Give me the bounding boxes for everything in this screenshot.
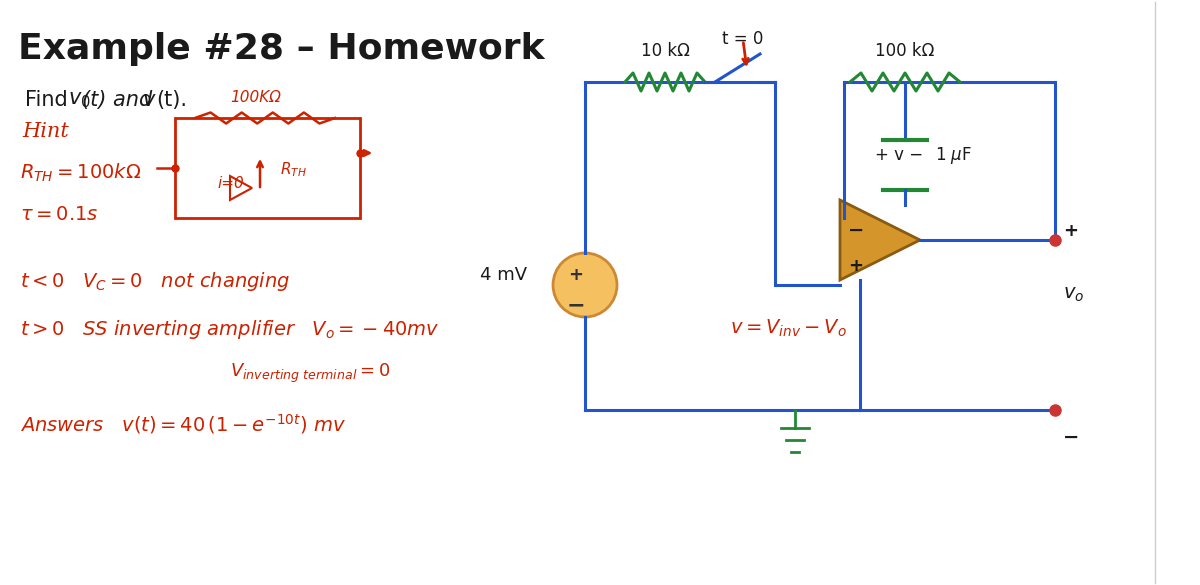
Text: +: + bbox=[569, 266, 583, 284]
Text: $v=V_{inv}-V_o$: $v=V_{inv}-V_o$ bbox=[730, 318, 847, 339]
Text: $R_{TH}=100k\Omega$: $R_{TH}=100k\Omega$ bbox=[20, 162, 142, 184]
Text: 4 mV: 4 mV bbox=[480, 266, 527, 284]
Text: $V_{inverting\ terminal}=0$: $V_{inverting\ terminal}=0$ bbox=[230, 362, 390, 385]
Text: +: + bbox=[1063, 222, 1078, 240]
Text: Hint: Hint bbox=[22, 122, 68, 141]
Circle shape bbox=[553, 253, 617, 317]
Text: $v_o$: $v_o$ bbox=[1063, 285, 1085, 305]
Text: (t) and: (t) and bbox=[82, 90, 158, 110]
Text: $v$: $v$ bbox=[142, 90, 157, 110]
Text: $v_0$: $v_0$ bbox=[68, 90, 91, 110]
Text: 1 $\mu$F: 1 $\mu$F bbox=[935, 144, 972, 166]
Text: Answers   $v(t)=40\,(1-e^{-10t})$ mv: Answers $v(t)=40\,(1-e^{-10t})$ mv bbox=[20, 412, 346, 436]
Text: + v −: + v − bbox=[875, 146, 923, 164]
Text: $\tau=0.1s$: $\tau=0.1s$ bbox=[20, 205, 98, 224]
Text: −: − bbox=[1063, 428, 1079, 447]
Text: t = 0: t = 0 bbox=[722, 30, 763, 48]
Text: −: − bbox=[848, 221, 864, 239]
Text: Find: Find bbox=[25, 90, 74, 110]
Text: i=0: i=0 bbox=[217, 176, 244, 191]
Text: −: − bbox=[566, 295, 586, 315]
Text: $t>0$   SS inverting amplifier   $V_o=-40mv$: $t>0$ SS inverting amplifier $V_o=-40mv$ bbox=[20, 318, 439, 341]
Text: $R_{TH}$: $R_{TH}$ bbox=[280, 160, 307, 178]
Text: 10 kΩ: 10 kΩ bbox=[641, 42, 690, 60]
Text: Example #28 – Homework: Example #28 – Homework bbox=[18, 32, 545, 66]
Text: 100KΩ: 100KΩ bbox=[230, 90, 281, 105]
Text: (t).: (t). bbox=[156, 90, 187, 110]
Text: 100 kΩ: 100 kΩ bbox=[875, 42, 935, 60]
Text: +: + bbox=[848, 257, 863, 275]
Polygon shape bbox=[840, 200, 920, 280]
Text: $t<0$   $V_C=0$   not changing: $t<0$ $V_C=0$ not changing bbox=[20, 270, 290, 293]
